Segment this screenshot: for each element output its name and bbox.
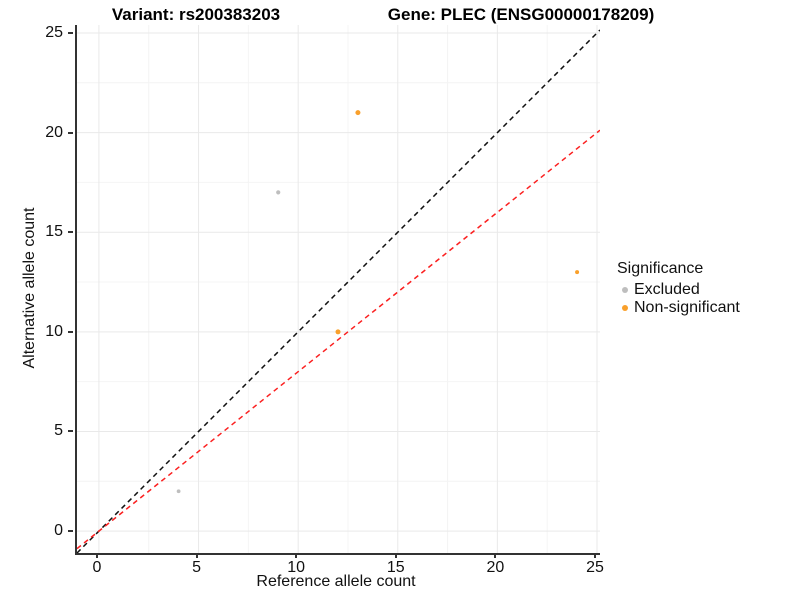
plot-panel (75, 25, 600, 555)
data-point-excluded (276, 190, 281, 195)
excluded-dot-icon (622, 287, 628, 293)
y-axis-title: Alternative allele count (21, 207, 38, 369)
x-axis-tick (295, 553, 298, 558)
legend: Significance Excluded Non-significant (617, 260, 740, 317)
x-axis-tick (95, 553, 98, 558)
x-axis-tick (494, 553, 497, 558)
data-point-non-significant (575, 270, 580, 275)
y-tick-label: 0 (54, 522, 63, 540)
y-axis-tick (68, 530, 73, 533)
x-tick-label: 20 (486, 559, 505, 576)
legend-label-non-significant: Non-significant (634, 299, 740, 316)
y-tick-label: 10 (45, 322, 63, 340)
legend-item-non-significant: Non-significant (617, 299, 740, 317)
data-point-non-significant (355, 110, 361, 116)
non-significant-dot-icon (622, 305, 628, 311)
y-axis-tick (68, 430, 73, 433)
expected-ratio-line (77, 129, 600, 550)
data-point-excluded (176, 489, 181, 494)
x-tick-label: 10 (287, 559, 306, 576)
chart-canvas (77, 25, 600, 553)
x-tick-label: 0 (92, 559, 102, 576)
legend-label-excluded: Excluded (634, 281, 700, 298)
y-tick-label: 25 (45, 23, 63, 41)
x-tick-label: 15 (386, 559, 405, 576)
y-axis-tick (68, 31, 73, 34)
plot-panel-wrap: 0 5 10 15 20 25 0 5 10 15 20 25 (45, 24, 604, 576)
x-tick-label: 5 (192, 559, 201, 576)
x-axis-tick (195, 553, 198, 558)
y-tick-label: 5 (54, 422, 63, 440)
y-tick-label: 15 (45, 223, 63, 241)
x-axis-title: Reference allele count (256, 573, 416, 590)
legend-title: Significance (617, 260, 704, 277)
data-point-non-significant (335, 329, 341, 335)
y-axis-tick (68, 231, 73, 234)
variant-title: Variant: rs200383203 (111, 5, 281, 24)
gene-title: Gene: PLEC (ENSG00000178209) (387, 5, 655, 24)
x-axis-tick (394, 553, 397, 558)
x-tick-label: 25 (586, 559, 604, 576)
y-tick-label: 20 (45, 123, 63, 141)
x-axis-tick (594, 553, 596, 558)
y-axis-tick (68, 131, 73, 134)
identity-line (77, 29, 600, 553)
y-axis-tick (68, 330, 73, 333)
legend-item-excluded: Excluded (617, 281, 740, 299)
